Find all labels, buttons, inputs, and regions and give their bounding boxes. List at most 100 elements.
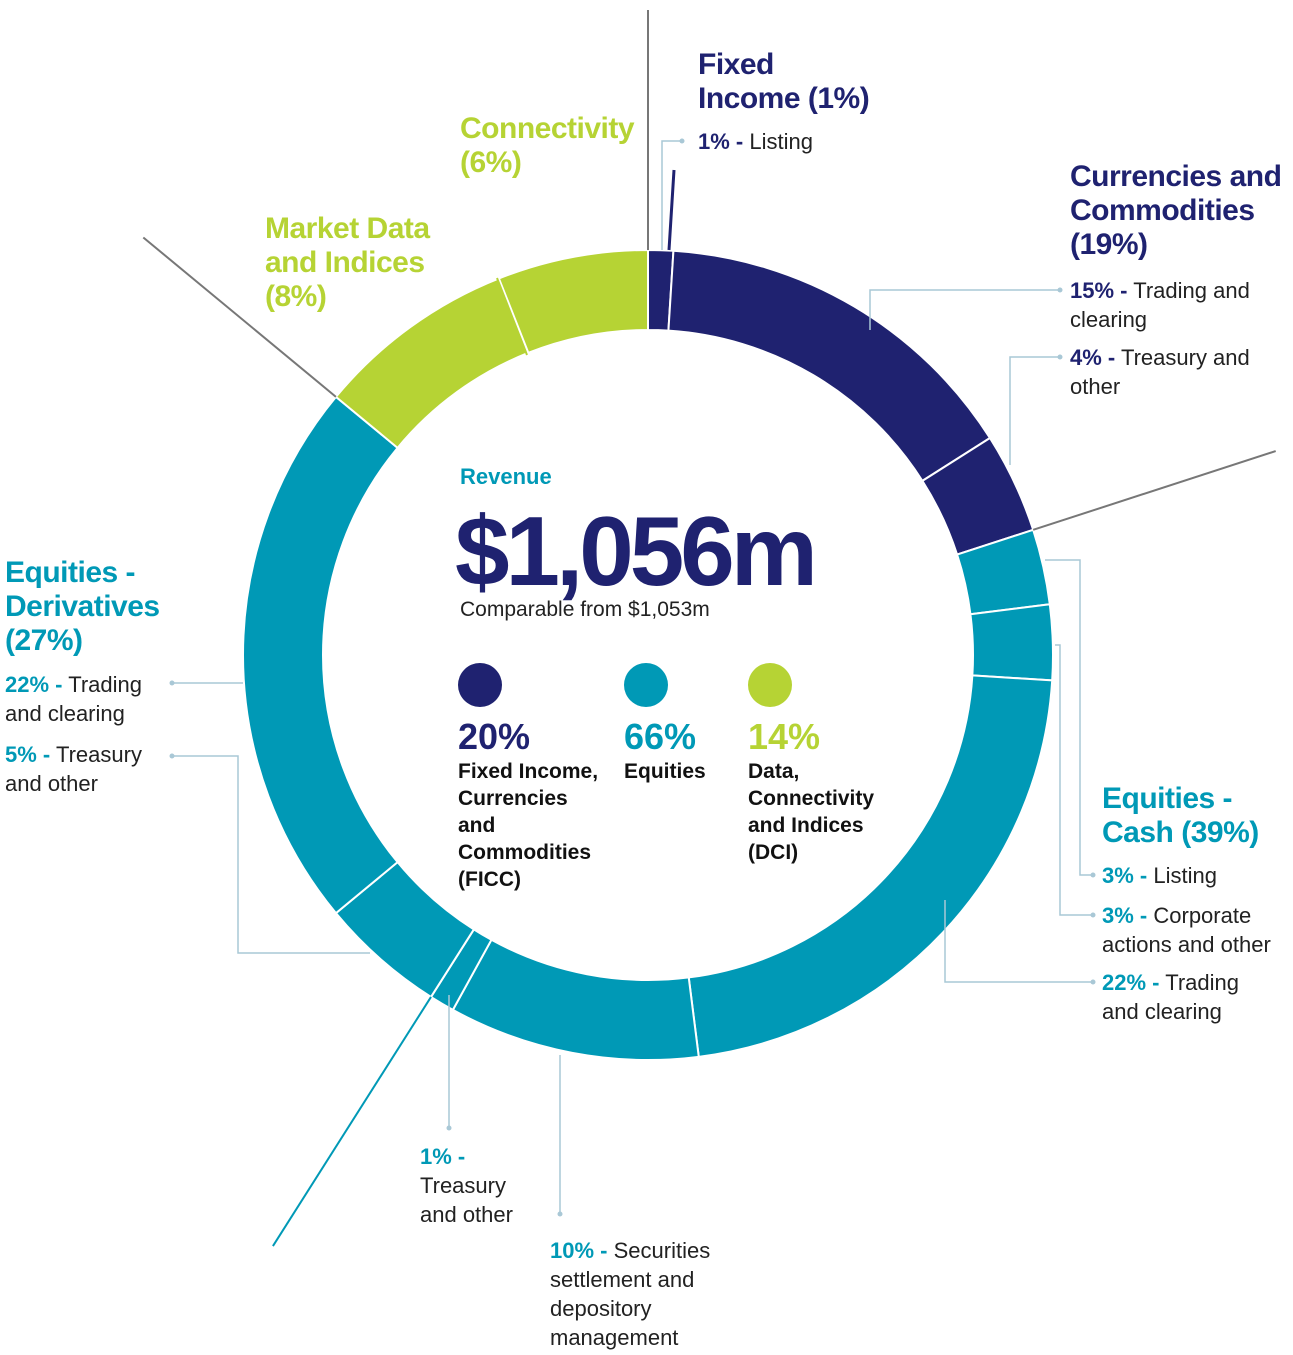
segment-name: Trading and clearing [1102,970,1239,1024]
group-name: Equities - Cash [1102,782,1233,849]
group-label: Fixed Income (1%) [698,48,878,116]
group-value-label: (6%) [460,146,522,179]
segment-value-label: 5% [5,742,37,767]
leader-dot [557,1211,563,1217]
group-value-label: (39%) [1181,816,1259,849]
segment-value-label: 15% [1070,278,1115,303]
leader-line [661,140,682,250]
donut-segment [687,674,1054,1058]
leader-dot [679,138,685,144]
segment-label: 3% - Corporate actions and other [1102,901,1292,959]
segment-label: 1% - Treasury and other [420,1142,520,1229]
group-name: Equities - Derivatives [5,556,160,623]
segment-value-label: 1% [698,129,730,154]
leader-dot [1057,287,1063,293]
group-name: Currencies and Commodities [1070,160,1282,227]
legend-text: Data, Connectivity and Indices (DCI) [748,760,875,864]
leader-dot [1090,872,1096,878]
donut-segment [497,248,649,355]
group-value-label: (27%) [5,624,83,657]
group-value-label: (1%) [807,82,870,115]
separator: - [55,672,63,697]
leader-line [1055,644,1093,916]
leader-dot [169,680,175,686]
separator: - [1152,970,1160,995]
segment-value-label: 3% [1102,903,1134,928]
donut-segment [667,249,992,483]
group-label: Currencies and Commodities (19%) [1070,160,1290,262]
segment-label: 5% - Treasury and other [5,740,175,798]
segment-label: 22% - Trading and clearing [1102,968,1272,1026]
group-divider [1032,450,1277,531]
pointer [496,277,528,356]
segment-value-label: 3% [1102,863,1134,888]
leader-line [1009,356,1060,465]
segment-name: Trading and clearing [5,672,142,726]
segment-name: Listing [1153,863,1217,888]
group-label: Equities - Derivatives (27%) [5,556,180,658]
legend-dot [748,663,792,707]
segment-label: 1% - Listing [698,127,898,156]
center-label: Revenue [460,464,552,489]
segment-label: 4% - Treasury and other [1070,343,1250,401]
leader-dot [169,753,175,759]
segment-label: 15% - Trading and clearing [1070,276,1250,334]
separator: - [600,1238,608,1263]
group-label: Equities - Cash (39%) [1102,782,1262,850]
separator: - [735,129,744,154]
separator: - [1107,345,1116,370]
legend-dot [458,663,502,707]
group-value-label: (8%) [265,280,327,313]
separator: - [1120,278,1128,303]
donut-segment [241,395,399,915]
group-value-label: (19%) [1070,228,1148,261]
segment-label: 10% - Securities settlement and deposito… [550,1236,730,1352]
legend-dot [624,663,668,707]
group-label: Market Data and Indices (8%) [265,212,455,314]
legend-value: 66% [624,716,697,757]
leader-dot [446,1125,452,1131]
separator: - [1139,863,1148,888]
segment-name: Securities settlement and depository man… [550,1238,711,1350]
segment-value-label: 22% [5,672,50,697]
leader-dot [1090,979,1096,985]
segment-name: Treasury and other [5,742,142,796]
center-total: $1,056m [455,496,818,606]
donut-segment [451,938,700,1061]
group-name: Connectivity [460,112,635,145]
group-name: Market Data and Indices [265,212,430,279]
leader-line [1045,559,1093,876]
segment-name: Trading and clearing [1070,278,1250,332]
group-name: Fixed Income [698,48,801,115]
legend-value: 14% [748,716,821,757]
segment-name: Corporate actions and other [1102,903,1271,957]
segment-value-label: 22% [1102,970,1147,995]
leader-dot [1090,912,1096,918]
group-label: Connectivity (6%) [460,112,650,180]
center-note: Comparable from $1,053m [460,598,710,621]
separator: - [1139,903,1148,928]
segment-value-label: 10% [550,1238,595,1263]
segment-name: Treasury and other [420,1173,513,1227]
legend-text: Fixed Income, Currencies and Commodities… [458,760,599,891]
donut-segment [969,603,1054,682]
segment-label: 22% - Trading and clearing [5,670,165,728]
leader-line [944,900,1093,983]
leader-line [172,755,370,954]
group-divider [272,996,432,1247]
leader-line [869,289,1060,330]
legend-text: Equities [624,760,706,783]
leader-dot [1057,354,1063,360]
pointer [667,169,676,251]
legend-value: 20% [458,716,531,757]
segment-label: 3% - Listing [1102,861,1282,890]
segment-name: Listing [749,129,813,154]
segment-name: Treasury and other [1070,345,1250,399]
segment-value-label: 4% [1070,345,1102,370]
group-divider [142,236,337,398]
separator: - [42,742,51,767]
segment-value-label: 1% [420,1144,452,1169]
separator: - [457,1144,466,1169]
